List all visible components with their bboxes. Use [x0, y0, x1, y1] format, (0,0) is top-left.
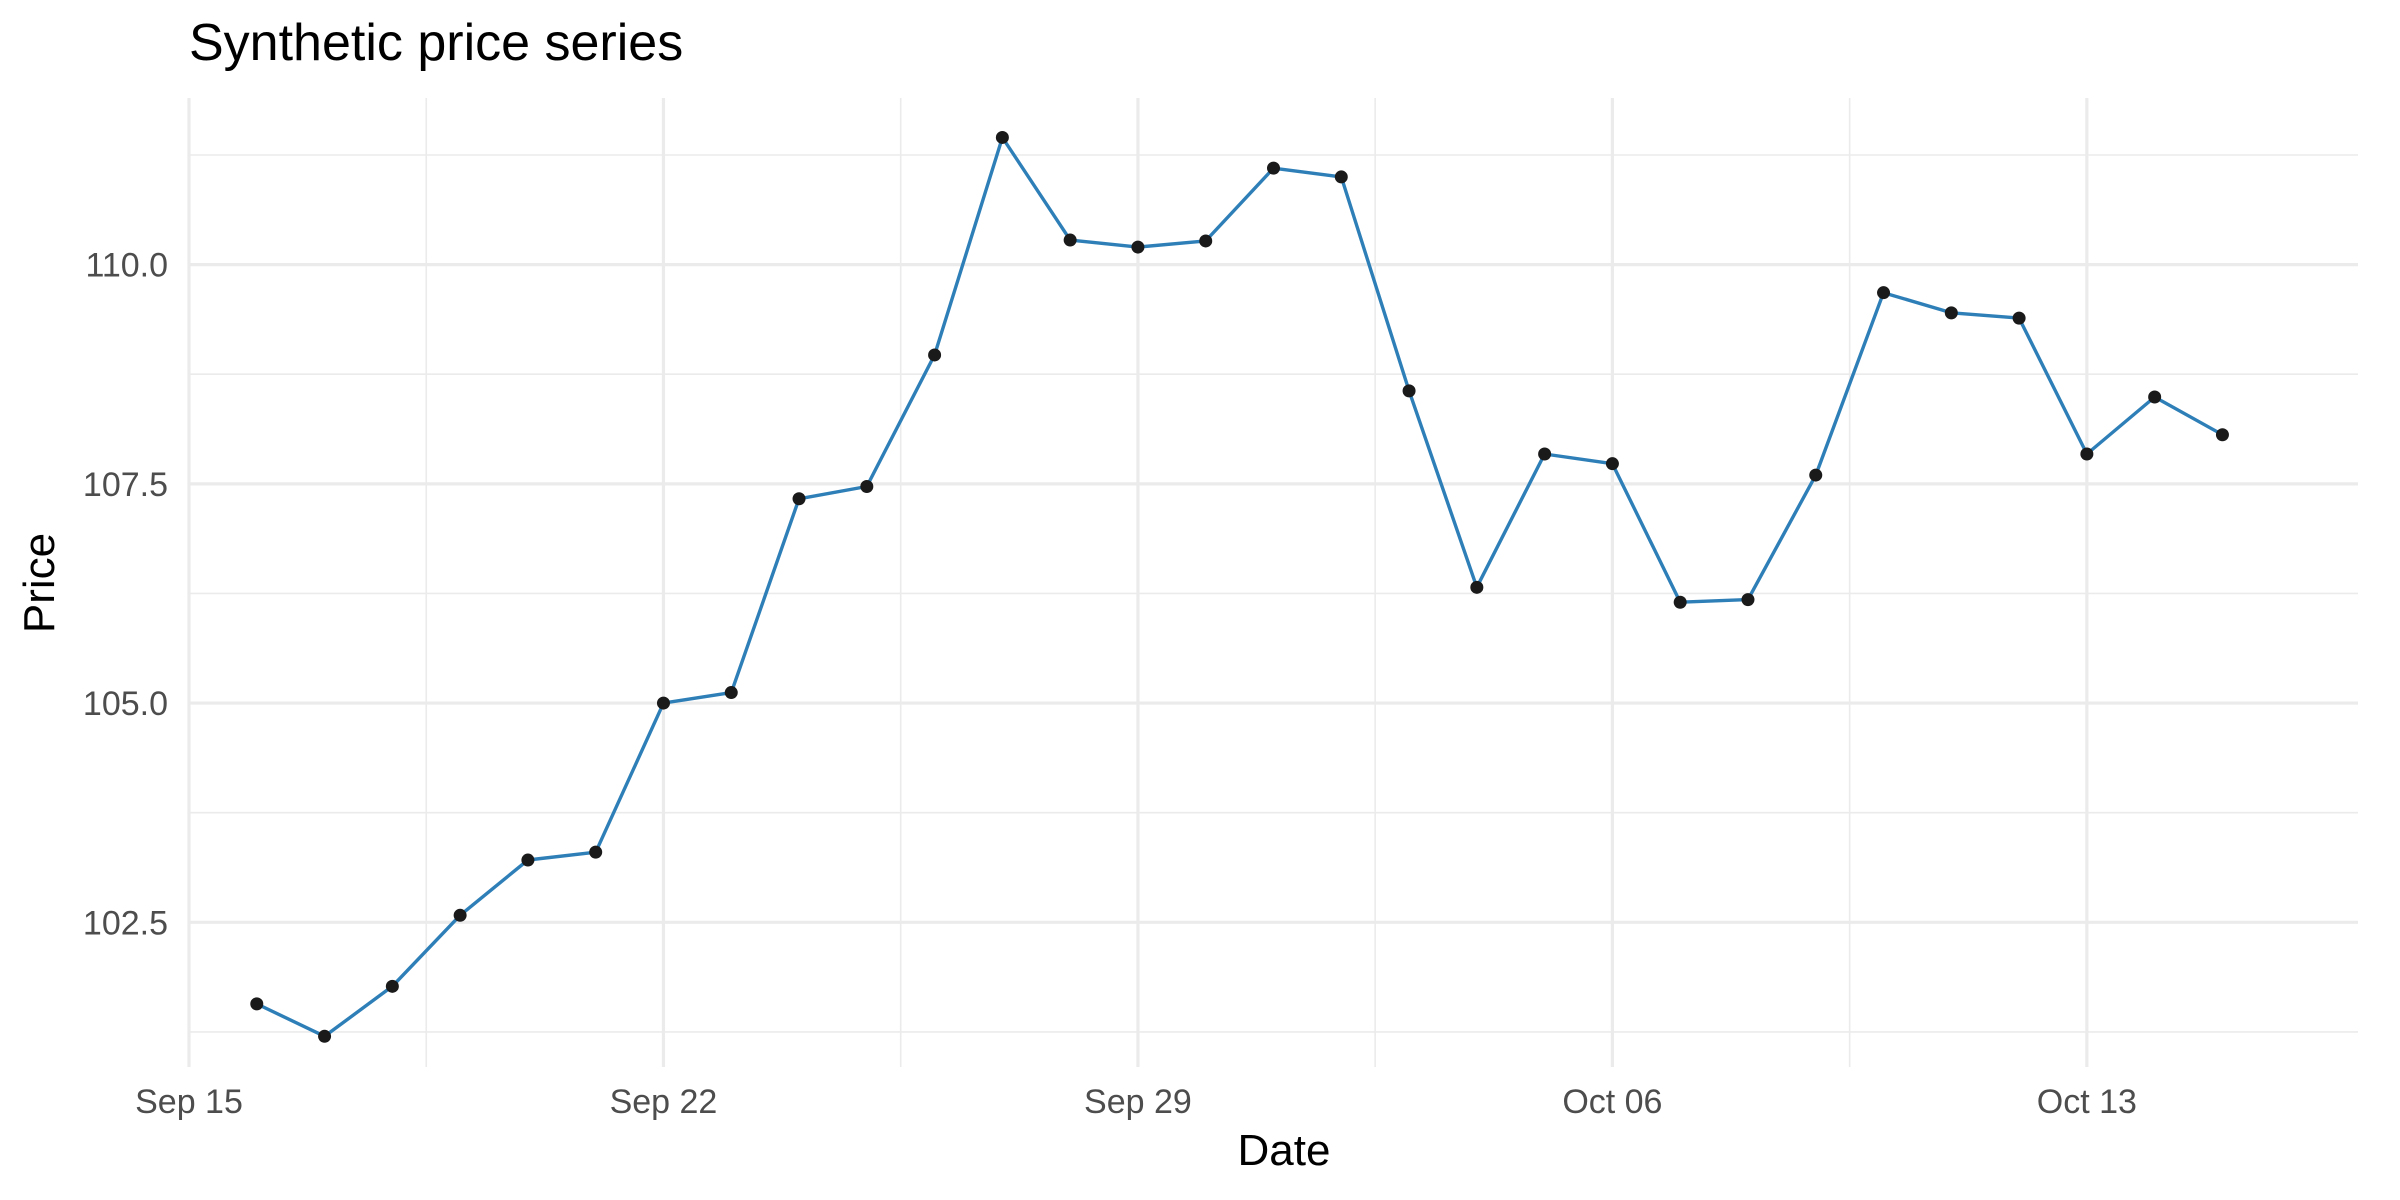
data-point [1131, 240, 1145, 254]
data-point [792, 492, 806, 506]
x-tick-label: Sep 22 [610, 1083, 718, 1121]
x-tick-label: Oct 06 [1562, 1083, 1662, 1121]
data-point [318, 1029, 332, 1043]
data-point [1470, 580, 1484, 594]
series-line [255, 135, 2225, 1039]
y-axis-ticks: 102.5 105.0 107.5 110.0 [83, 247, 168, 943]
data-point [724, 686, 738, 700]
data-point [2215, 428, 2229, 442]
data-point [1605, 457, 1619, 471]
data-point [385, 979, 399, 993]
data-point [995, 130, 1009, 144]
y-axis-title: Price [15, 533, 64, 633]
data-point [1673, 595, 1687, 609]
data-point [928, 348, 942, 362]
grid [187, 98, 2358, 1067]
data-point [589, 845, 603, 859]
data-point [521, 853, 535, 867]
x-tick-label: Sep 15 [135, 1083, 243, 1121]
data-point [2012, 311, 2026, 325]
data-point [2080, 447, 2094, 461]
data-point [2148, 390, 2162, 404]
x-tick-label: Sep 29 [1084, 1083, 1192, 1121]
y-tick-label: 102.5 [83, 904, 168, 942]
data-point [1063, 233, 1077, 247]
x-axis-ticks: Sep 15 Sep 22 Sep 29 Oct 06 Oct 13 [135, 1083, 2137, 1121]
data-point [1334, 170, 1348, 184]
data-point [656, 696, 670, 710]
data-point [1402, 384, 1416, 398]
data-point [1267, 161, 1280, 175]
data-point [1741, 593, 1755, 607]
data-point [250, 997, 264, 1011]
data-point [1199, 234, 1213, 248]
y-tick-label: 107.5 [83, 466, 168, 504]
chart-title: Synthetic price series [189, 14, 683, 72]
data-point [860, 479, 874, 493]
data-point [1877, 286, 1891, 300]
series [250, 130, 2229, 1043]
data-point [1538, 447, 1552, 461]
data-point [1809, 468, 1823, 482]
data-point [453, 908, 467, 922]
y-tick-label: 105.0 [83, 685, 168, 723]
x-tick-label: Oct 13 [2037, 1083, 2137, 1121]
y-tick-label: 110.0 [85, 247, 168, 285]
data-point [1944, 306, 1958, 320]
x-axis-title: Date [1238, 1126, 1331, 1175]
